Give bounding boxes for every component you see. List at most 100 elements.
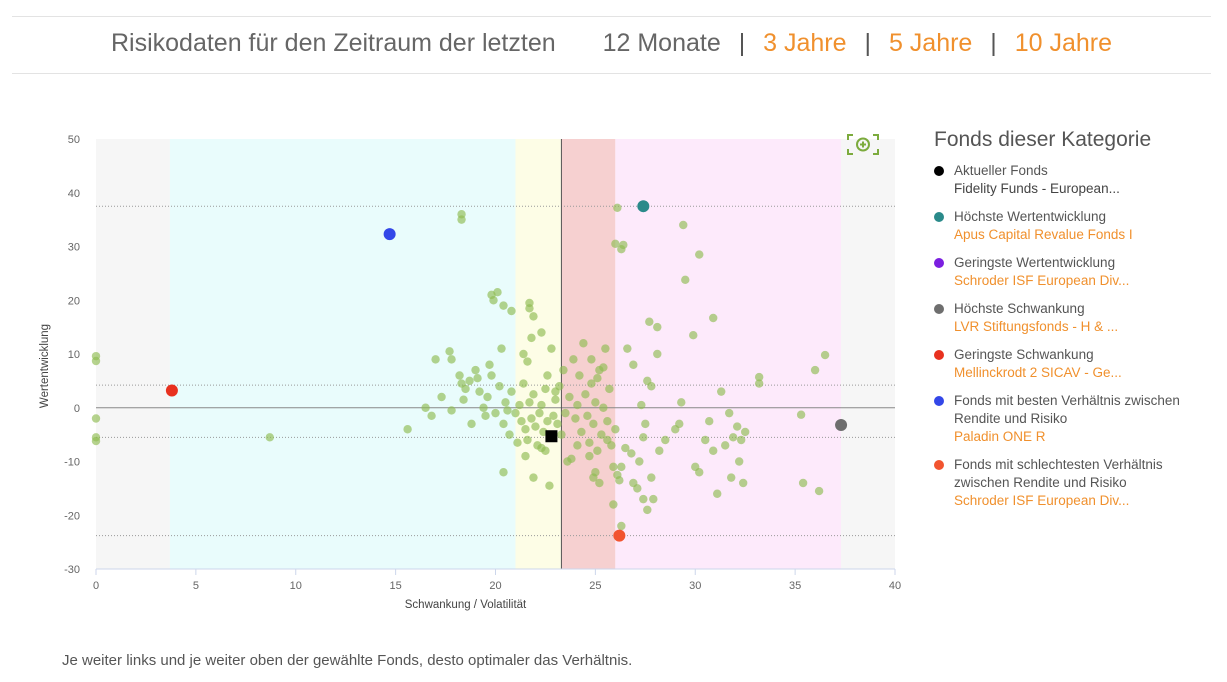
peer-fund-point <box>647 382 656 391</box>
peer-fund-point <box>627 449 636 458</box>
peer-fund-point <box>481 411 490 421</box>
legend-item-label: Geringste Schwankung <box>954 347 1094 362</box>
peer-fund-point <box>507 387 516 396</box>
x-tick-label: 0 <box>93 580 99 592</box>
legend-fund-link[interactable]: LVR Stiftungsfonds - H & ... <box>954 319 1119 334</box>
legend-fund-link[interactable]: Schroder ISF European Div... <box>954 273 1130 288</box>
legend-title: Fonds dieser Kategorie <box>934 128 1152 151</box>
peer-fund-point <box>599 363 608 372</box>
peer-fund-point <box>709 313 718 323</box>
peer-fund-point <box>611 425 620 434</box>
peer-fund-point <box>587 355 596 364</box>
y-tick-label: 40 <box>68 188 80 200</box>
peer-fund-point <box>479 403 488 412</box>
peer-fund-point <box>501 398 510 407</box>
peer-fund-point <box>591 398 600 407</box>
peer-fund-point <box>732 422 742 431</box>
legend-marker <box>934 304 944 314</box>
volatility-band <box>561 139 616 569</box>
peer-fund-point <box>643 505 652 515</box>
peer-fund-point <box>523 357 532 366</box>
peer-fund-point <box>701 435 710 445</box>
volatility-band <box>96 139 170 569</box>
peer-fund-point <box>721 441 730 450</box>
peer-fund-point <box>507 306 516 316</box>
peer-fund-point <box>814 486 824 496</box>
legend-fund-link[interactable]: Apus Capital Revalue Fonds I <box>954 227 1133 242</box>
peer-fund-point <box>653 349 662 359</box>
peer-fund-point <box>595 478 604 488</box>
peer-fund-point <box>601 344 610 353</box>
peer-fund-point <box>465 376 474 386</box>
peer-fund-point <box>587 379 596 388</box>
peer-fund-point <box>91 414 101 423</box>
legend-item-label: Geringste Wertentwicklung <box>954 255 1116 270</box>
peer-fund-point <box>635 457 644 466</box>
period-separator: | <box>864 29 871 57</box>
y-tick-label: 50 <box>68 134 80 146</box>
legend-marker <box>934 258 944 268</box>
peer-fund-point <box>427 411 436 421</box>
peer-fund-point <box>421 403 430 412</box>
peer-fund-point <box>491 408 500 418</box>
peer-fund-point <box>705 416 714 426</box>
peer-fund-point <box>553 419 562 429</box>
peer-fund-point <box>725 408 734 418</box>
peer-fund-point <box>798 478 808 488</box>
peer-fund-point <box>521 451 530 461</box>
peer-fund-point <box>459 395 468 404</box>
peer-fund-point <box>91 436 101 446</box>
peer-fund-point <box>505 430 514 439</box>
peer-fund-point <box>589 419 598 429</box>
peer-fund-point <box>527 414 536 423</box>
peer-fund-point <box>437 392 446 402</box>
peer-fund-point <box>619 240 628 250</box>
x-tick-label: 5 <box>193 580 199 592</box>
peer-fund-point <box>473 373 482 383</box>
peer-fund-point <box>609 500 618 509</box>
peer-fund-point <box>499 468 508 477</box>
legend-item-schlechtestes-verhaeltnis: Fonds mit schlechtesten Verhältnis zwisc… <box>934 456 1214 510</box>
peer-fund-point <box>621 443 630 453</box>
peer-fund-point <box>639 494 648 504</box>
period-separator: | <box>738 29 746 57</box>
peer-fund-point <box>575 371 584 380</box>
peer-fund-point <box>605 384 614 394</box>
peer-fund-point <box>649 494 658 504</box>
peer-fund-point <box>573 400 582 410</box>
legend-fund-link[interactable]: Mellinckrodt 2 SICAV - Ge... <box>954 365 1122 380</box>
peer-fund-point <box>679 220 688 230</box>
period-option-3-jahre[interactable]: 3 Jahre <box>763 29 847 57</box>
legend-marker <box>934 166 944 176</box>
peer-fund-point <box>531 422 540 431</box>
peer-fund-point <box>499 419 508 429</box>
peer-fund-point <box>629 360 638 369</box>
peer-fund-point <box>523 435 532 445</box>
period-option-12-monate[interactable]: 12 Monate <box>602 29 721 57</box>
peer-fund-point <box>551 395 560 404</box>
legend-item-geringste-schwankung: Geringste Schwankung Mellinckrodt 2 SICA… <box>934 346 1214 382</box>
period-option-5-jahre[interactable]: 5 Jahre <box>888 29 973 57</box>
peer-fund-point <box>740 427 750 437</box>
peer-fund-point <box>677 398 686 407</box>
peer-fund-point <box>695 250 704 259</box>
period-option-10-jahre[interactable]: 10 Jahre <box>1014 29 1113 57</box>
legend-fund-link[interactable]: Schroder ISF European Div... <box>954 493 1130 508</box>
peer-fund-point <box>641 419 650 429</box>
peer-fund-point <box>597 430 606 439</box>
zoom-in-button[interactable] <box>847 134 879 155</box>
peer-fund-point <box>611 239 620 249</box>
legend-item-label: Aktueller Fonds <box>954 163 1048 178</box>
peer-fund-point <box>455 371 464 380</box>
peer-fund-point <box>609 462 618 472</box>
peer-fund-point <box>457 215 466 224</box>
peer-fund-point <box>529 473 538 482</box>
peer-fund-point <box>445 347 454 356</box>
peer-fund-point <box>754 379 764 388</box>
peer-fund-point <box>403 425 412 434</box>
y-tick-label: 20 <box>68 295 80 307</box>
peer-fund-point <box>637 400 646 410</box>
peer-fund-point <box>639 433 648 442</box>
legend-fund-link[interactable]: Paladin ONE R <box>954 429 1046 444</box>
peer-fund-point <box>585 438 594 447</box>
